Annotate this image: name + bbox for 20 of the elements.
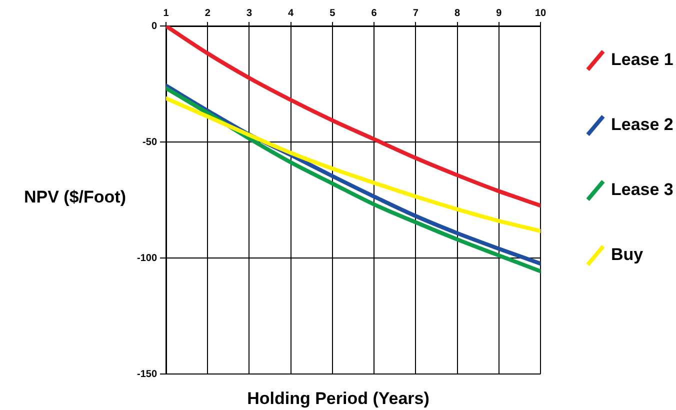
x-tick-label: 8	[454, 8, 460, 19]
x-tick-label: 5	[330, 8, 336, 19]
y-tick-label: 0	[151, 20, 158, 32]
y-tick-label: -100	[137, 252, 158, 264]
x-tick-label: 7	[412, 8, 419, 19]
legend-label: Buy	[611, 245, 644, 264]
x-tick-label: 2	[204, 8, 211, 19]
x-axis-title: Holding Period (Years)	[247, 389, 430, 408]
x-tick-label: 6	[371, 8, 378, 19]
y-axis-title: NPV ($/Foot)	[24, 188, 126, 207]
x-tick-label: 3	[246, 8, 252, 19]
x-tick-label: 9	[496, 8, 502, 19]
legend-label: Lease 1	[611, 50, 674, 70]
legend-label: Lease 2	[611, 115, 674, 134]
x-tick-label: 4	[288, 8, 294, 19]
y-tick-label: -150	[137, 368, 158, 380]
x-tick-label: 1	[163, 8, 170, 19]
legend-label: Lease 3	[611, 180, 674, 200]
x-tick-label: 10	[534, 8, 546, 19]
y-tick-label: -50	[142, 136, 158, 148]
